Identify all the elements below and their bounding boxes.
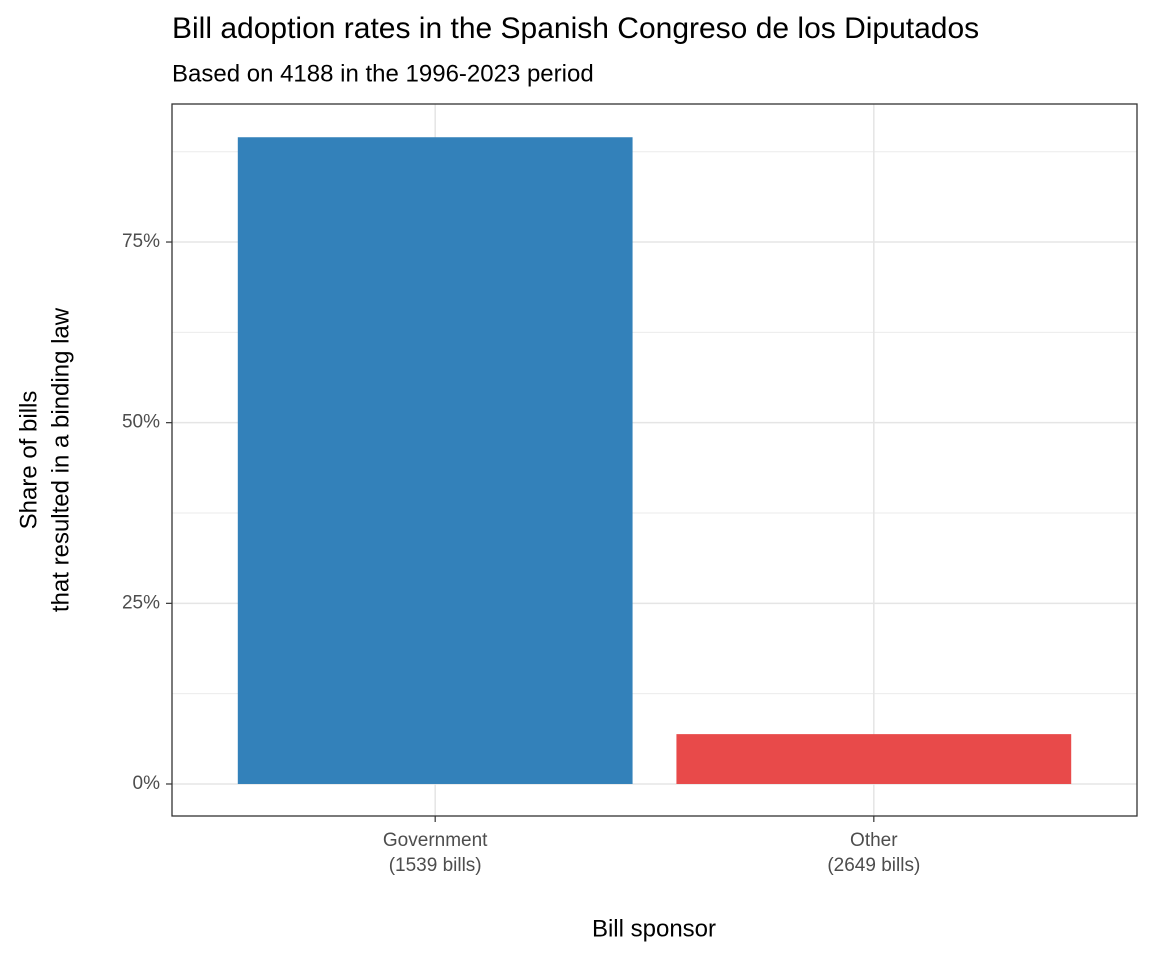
x-tick-sublabel: (1539 bills) (389, 855, 482, 876)
bar (676, 734, 1072, 784)
y-tick-label: 0% (133, 773, 161, 794)
x-axis-title: Bill sponsor (592, 915, 716, 942)
chart-subtitle: Based on 4188 in the 1996-2023 period (172, 60, 594, 87)
bar (237, 137, 633, 784)
y-tick-label: 75% (122, 231, 160, 252)
x-tick-sublabel: (2649 bills) (827, 855, 920, 876)
panel-border (171, 103, 1138, 817)
y-axis-title: Share of bills (15, 391, 42, 530)
y-tick-label: 25% (122, 592, 160, 613)
y-tick-label: 50% (122, 412, 160, 433)
chart-title: Bill adoption rates in the Spanish Congr… (172, 12, 979, 45)
x-tick-label: Other (850, 830, 898, 851)
x-tick-label: Government (383, 830, 488, 851)
y-axis-title: that resulted in a binding law (47, 307, 74, 612)
